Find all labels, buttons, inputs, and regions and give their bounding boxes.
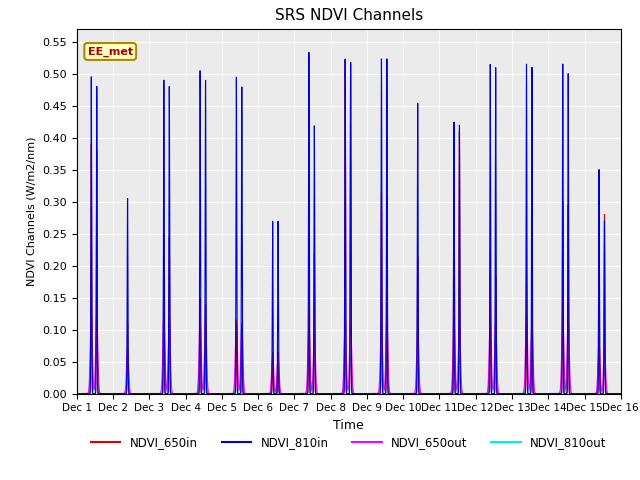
Text: EE_met: EE_met [88, 47, 133, 57]
Y-axis label: NDVI Channels (W/m2/nm): NDVI Channels (W/m2/nm) [27, 136, 36, 286]
Title: SRS NDVI Channels: SRS NDVI Channels [275, 9, 423, 24]
X-axis label: Time: Time [333, 419, 364, 432]
Legend: NDVI_650in, NDVI_810in, NDVI_650out, NDVI_810out: NDVI_650in, NDVI_810in, NDVI_650out, NDV… [86, 431, 611, 454]
